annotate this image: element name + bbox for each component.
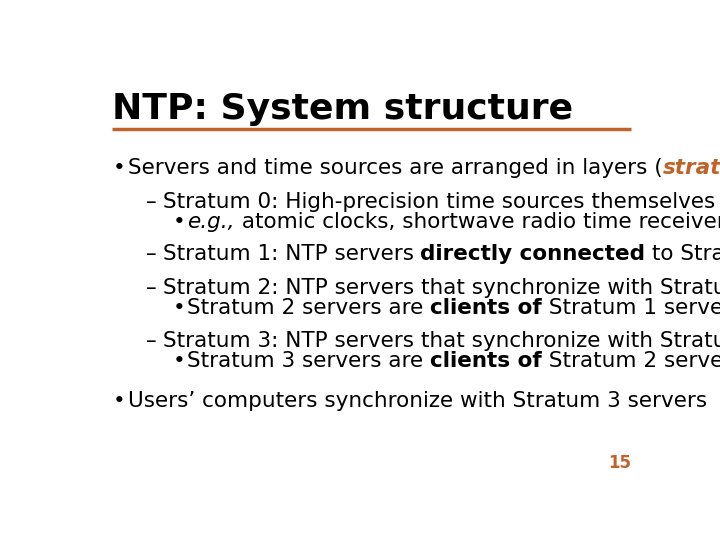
Text: clients of: clients of xyxy=(431,298,542,318)
Text: Stratum 1 servers: Stratum 1 servers xyxy=(542,298,720,318)
Text: Servers and time sources are arranged in layers (: Servers and time sources are arranged in… xyxy=(128,158,662,178)
Text: •: • xyxy=(112,391,125,411)
Text: e.g.,: e.g., xyxy=(187,212,235,232)
Text: NTP: System structure: NTP: System structure xyxy=(112,92,573,126)
Text: –: – xyxy=(145,278,156,298)
Text: –: – xyxy=(145,192,156,212)
Text: •: • xyxy=(173,212,185,232)
Text: Stratum 3 servers are: Stratum 3 servers are xyxy=(187,351,430,371)
Text: Stratum 2 servers: Stratum 2 servers xyxy=(542,351,720,371)
Text: Stratum 0: High-precision time sources themselves: Stratum 0: High-precision time sources t… xyxy=(163,192,715,212)
Text: –: – xyxy=(145,245,156,265)
Text: directly connected: directly connected xyxy=(420,245,645,265)
Text: Stratum 1: NTP servers: Stratum 1: NTP servers xyxy=(163,245,420,265)
Text: •: • xyxy=(173,298,185,318)
Text: atomic clocks, shortwave radio time receivers: atomic clocks, shortwave radio time rece… xyxy=(235,212,720,232)
Text: Stratum 2: NTP servers that synchronize with Stratum 1: Stratum 2: NTP servers that synchronize … xyxy=(163,278,720,298)
Text: Stratum 3: NTP servers that synchronize with Stratum 2: Stratum 3: NTP servers that synchronize … xyxy=(163,331,720,351)
Text: to Stratum 0: to Stratum 0 xyxy=(645,245,720,265)
Text: –: – xyxy=(145,331,156,351)
Text: •: • xyxy=(173,351,185,371)
Text: clients of: clients of xyxy=(430,351,542,371)
Text: strata: strata xyxy=(662,158,720,178)
Text: •: • xyxy=(112,158,125,178)
Text: Users’ computers synchronize with Stratum 3 servers: Users’ computers synchronize with Stratu… xyxy=(128,391,707,411)
Text: Stratum 2 servers are: Stratum 2 servers are xyxy=(187,298,431,318)
Text: 15: 15 xyxy=(608,454,631,472)
